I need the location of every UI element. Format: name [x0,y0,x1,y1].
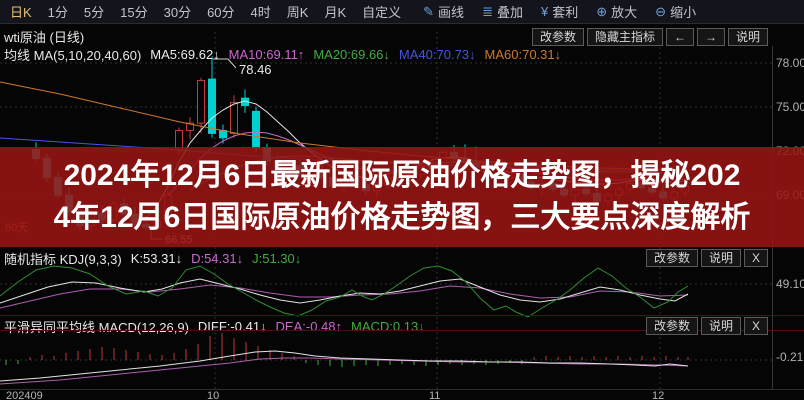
high-marker-label: 78.46 [239,62,272,77]
period-button-7[interactable]: 周K [286,5,309,20]
kdj-buttons: 改参数 说明 X [645,249,768,267]
kdj-line-d [0,284,689,309]
kdj-axis-label: 49.10 [776,277,804,291]
button-X[interactable]: X [743,249,768,267]
banner-line-2: 4年12月6日国际原油价格走势图，三大要点深度解析 [53,201,751,234]
kdj-values: K:53.31↓ D:54.31↓ J:51.30↓ [131,251,302,266]
ma-prefix: 均线 MA(5,10,20,40,60) [4,48,142,63]
period-button-4[interactable]: 30分 [163,5,192,20]
button-改参数[interactable]: 改参数 [531,28,584,46]
macd-dea-line [0,357,689,385]
kdj-value-1: D:54.31↓ [191,251,244,266]
macd-value-2: MACD:0.13↓ [351,319,425,334]
candle-body [197,80,205,124]
kdj-header: 随机指标 KDJ(9,3,3) K:53.31↓ D:54.31↓ J:51.30↓ [4,249,301,268]
tool-button-缩小[interactable]: ⊖ 缩小 [655,2,696,21]
macd-diff-line [0,350,689,382]
tool-buttons: ✎ 画线 ≣ 叠加 ¥ 套利 ⊕ 放大 ⊖ 缩小 [423,2,696,21]
macd-value-0: DIFF:-0.41↓ [197,319,267,334]
candle-body [230,102,238,134]
tool-button-放大[interactable]: ⊕ 放大 [596,2,637,21]
ma-value-0: MA5:69.62↓ [150,47,220,62]
tool-label: 放大 [611,5,638,20]
kdj-title: 随机指标 KDJ(9,3,3) [4,252,122,267]
kdj-macd-divider [0,315,804,316]
tool-label: 缩小 [670,5,697,20]
main-chart-buttons: 改参数 隐藏主指标 ← → 说明 [531,28,768,46]
period-button-2[interactable]: 5分 [83,5,105,20]
kdj-value-0: K:53.31↓ [130,251,183,266]
kdj-value-2: J:51.30↓ [252,251,302,266]
ma-value-1: MA10:69.11↑ [228,47,305,62]
pencil-icon: ✎ [423,3,435,19]
tool-button-套利[interactable]: ¥ 套利 [541,2,578,21]
ma-value-3: MA40:70.73↓ [398,47,476,62]
time-axis-border [0,389,804,390]
tool-label: 套利 [552,5,579,20]
ma-values: MA5:69.62↓ MA10:69.11↑ MA20:69.66↓ MA40:70.… [150,47,561,62]
button-X[interactable]: X [743,317,768,335]
time-tick-11: 11 [429,390,441,400]
zoom-in-icon: ⊕ [596,3,608,19]
period-button-8[interactable]: 月K [324,5,347,20]
button-→[interactable]: → [696,28,725,46]
period-button-9[interactable]: 自定义 [362,5,402,20]
button-说明[interactable]: 说明 [700,249,741,267]
time-tick-12: 12 [652,390,665,400]
zoom-out-icon: ⊖ [655,3,667,19]
button-改参数[interactable]: 改参数 [645,317,698,335]
button-隐藏主指标[interactable]: 隐藏主指标 [586,28,663,46]
price-tick-78.00: 78.00 [776,56,804,70]
macd-value-1: DEA:-0.48↑ [275,319,343,334]
candle-body [208,78,216,134]
time-axis: 202409 10 11 12 [0,390,804,400]
price-tick-75.00: 75.00 [776,100,804,114]
high-marker-pointer [213,58,237,69]
instrument-header: wti原油 (日线) [4,27,84,46]
moneybag-icon: ¥ [540,4,549,19]
promo-banner: 2024年12月6日最新国际原油价格走势图，揭秘202 4年12月6日国际原油价… [0,147,804,247]
period-button-3[interactable]: 15分 [120,5,148,20]
time-tick-202409: 202409 [6,390,43,400]
macd-buttons: 改参数 说明 X [645,317,768,335]
period-button-6[interactable]: 4时 [250,5,271,20]
tool-button-叠加[interactable]: ≣ 叠加 [482,2,523,21]
ma-value-2: MA20:69.66↓ [313,47,390,62]
button-改参数[interactable]: 改参数 [645,249,698,267]
period-buttons: 日K 1分 5分 15分 30分 60分 4时 周K 月K 自定义 [10,2,401,21]
kdj-line-j [0,265,689,318]
time-tick-10: 10 [207,390,220,400]
ma-row: 均线 MA(5,10,20,40,60) MA5:69.62↓ MA10:69.1… [4,45,561,64]
top-toolbar: 日K 1分 5分 15分 30分 60分 4时 周K 月K 自定义 ✎ 画线 ≣ 叠加 ¥ 套利 ⊕ 放大 ⊖ 缩小 [0,0,804,24]
kdj-line-k [0,278,689,304]
button-←[interactable]: ← [665,28,694,46]
candle-body [252,110,260,149]
period-button-0[interactable]: 日K [10,5,32,20]
macd-title: 平滑异同平均线 MACD(12,26,9) [4,320,189,335]
period-button-5[interactable]: 60分 [207,5,235,20]
macd-header: 平滑异同平均线 MACD(12,26,9) DIFF:-0.41↓ DEA:-0.… [4,317,425,336]
period-button-1[interactable]: 1分 [47,5,68,20]
candle-body [186,122,194,131]
tool-button-画线[interactable]: ✎ 画线 [423,2,464,21]
banner-line-1: 2024年12月6日最新国际原油价格走势图，揭秘202 [63,159,741,192]
instrument-title: wti原油 (日线) [4,30,85,45]
button-说明[interactable]: 说明 [727,28,768,46]
macd-values: DIFF:-0.41↓ DEA:-0.48↑ MACD:0.13↓ [198,319,425,334]
layers-icon: ≣ [482,3,493,19]
button-说明[interactable]: 说明 [700,317,741,335]
macd-pane-divider [0,330,804,331]
tool-label: 画线 [438,5,465,20]
tool-label: 叠加 [496,5,523,20]
macd-axis-label: -0.21 [776,350,804,364]
ma-value-4: MA60:70.31↓ [484,47,562,62]
